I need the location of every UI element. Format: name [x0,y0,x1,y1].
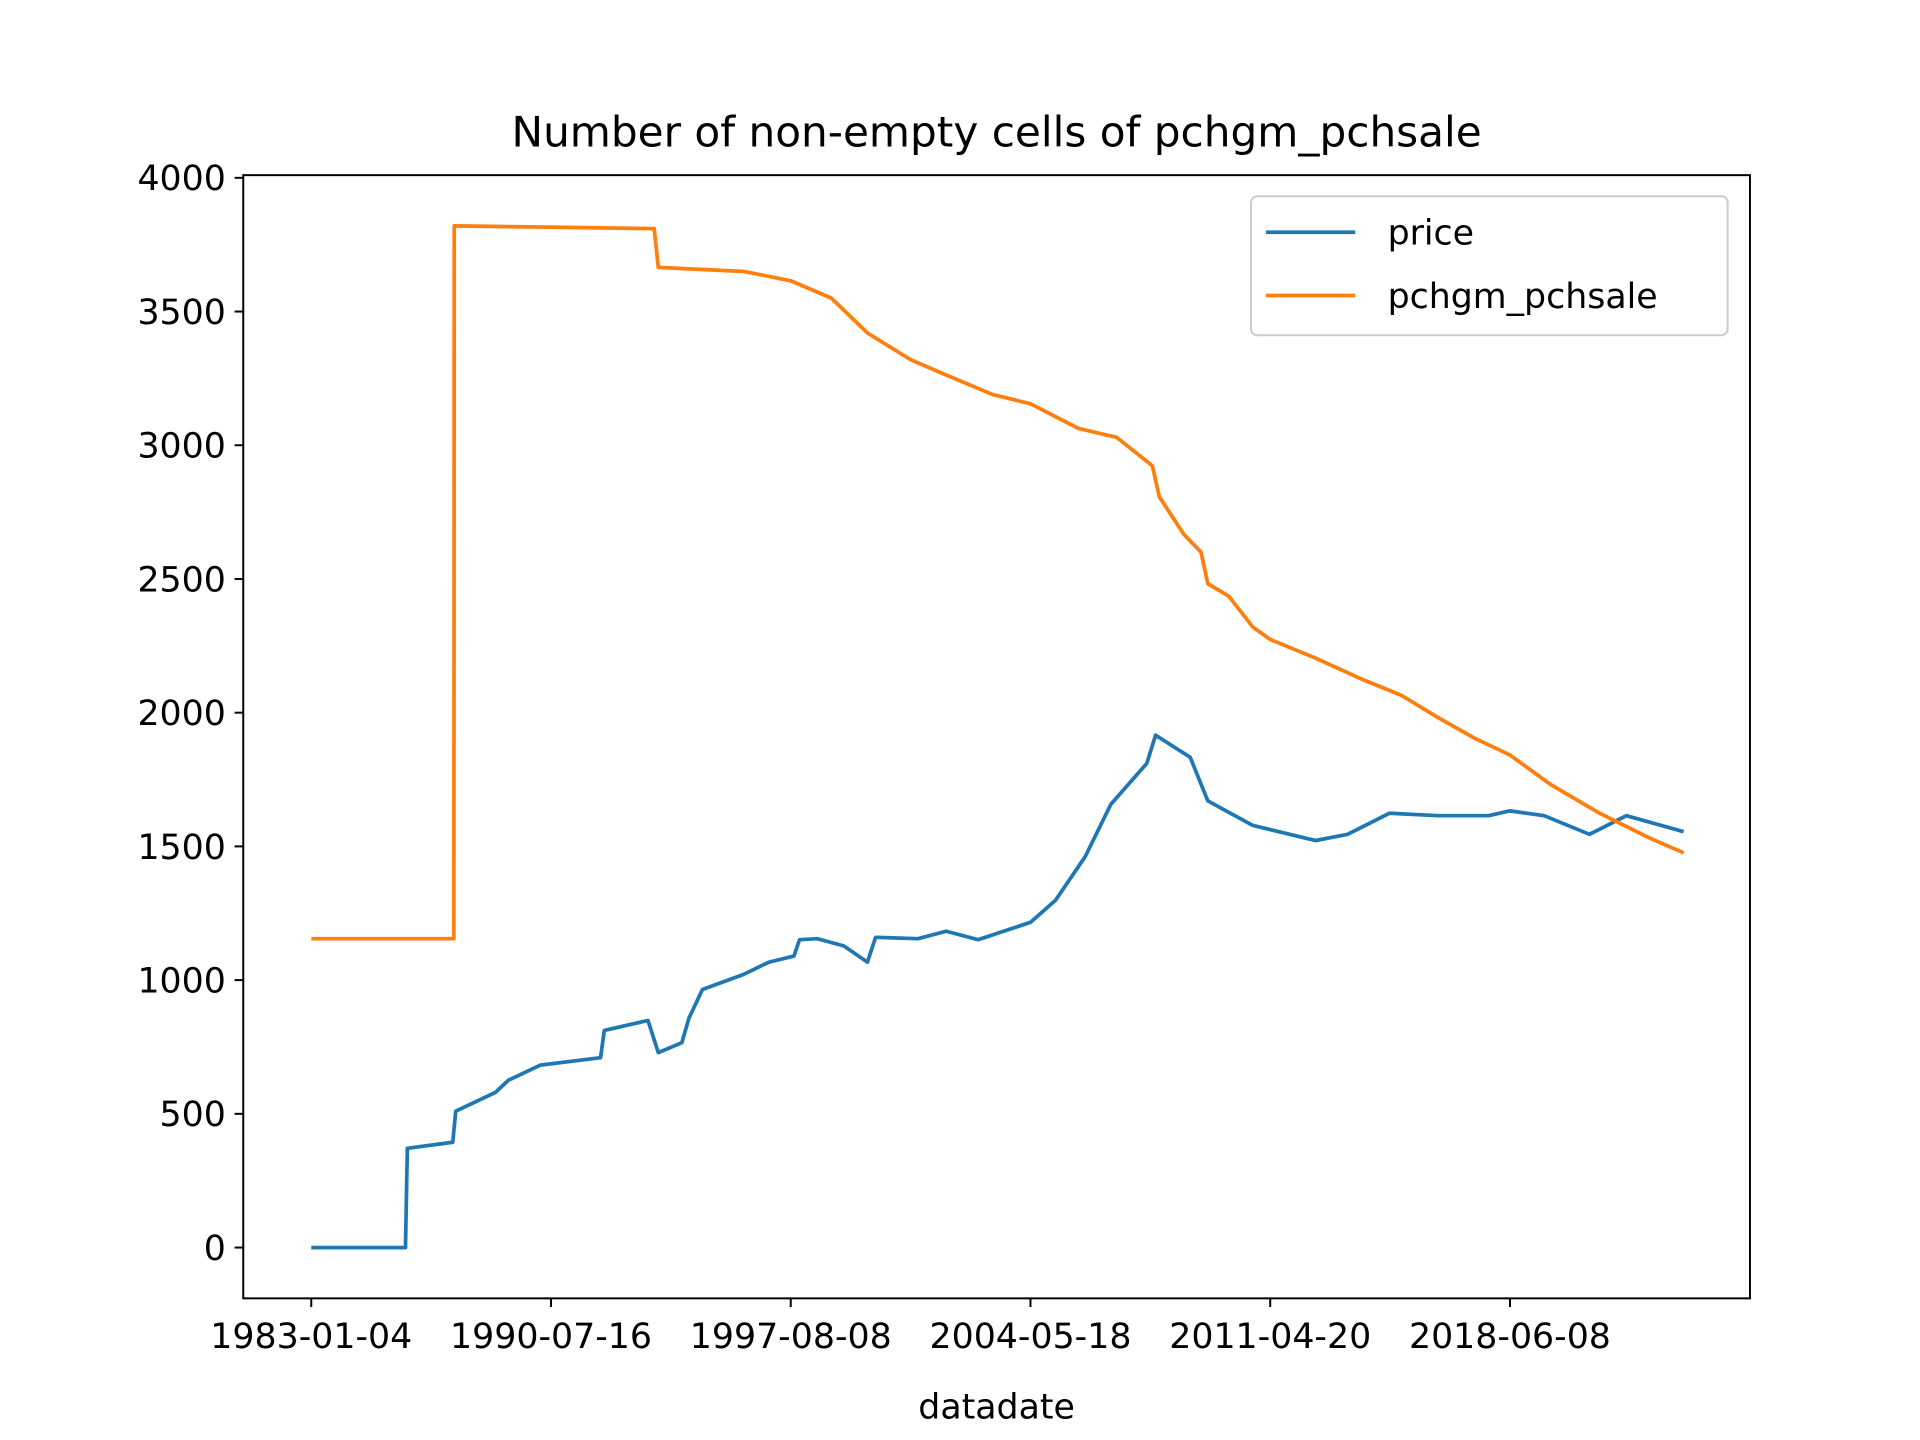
y-tick-label: 0 [204,1229,226,1269]
y-tick-label: 3500 [137,293,225,333]
y-tick-label: 2000 [137,694,225,734]
y-tick-label: 4000 [137,159,225,199]
x-tick-label: 1990-07-16 [450,1317,652,1357]
legend-label: price [1388,214,1475,254]
x-tick-label: 2004-05-18 [929,1317,1131,1357]
x-tick-label: 1983-01-04 [210,1317,412,1357]
y-tick-label: 500 [160,1095,226,1135]
x-axis-label: datadate [918,1388,1075,1428]
plot-frame [242,174,1751,1300]
x-tick-label: 2011-04-20 [1169,1317,1371,1357]
y-tick-label: 1500 [137,828,225,868]
y-tick-label: 2500 [137,560,225,600]
x-tick-label: 2018-06-08 [1409,1317,1611,1357]
chart-title: Number of non-empty cells of pchgm_pchsa… [512,108,1482,157]
x-tick-label: 1997-08-08 [690,1317,892,1357]
series-line [311,224,1685,941]
y-tick-label: 1000 [137,962,225,1002]
legend-label: pchgm_pchsale [1388,277,1658,317]
y-tick-label: 3000 [137,427,225,467]
series-line [311,733,1685,1250]
legend-box [1250,195,1729,337]
